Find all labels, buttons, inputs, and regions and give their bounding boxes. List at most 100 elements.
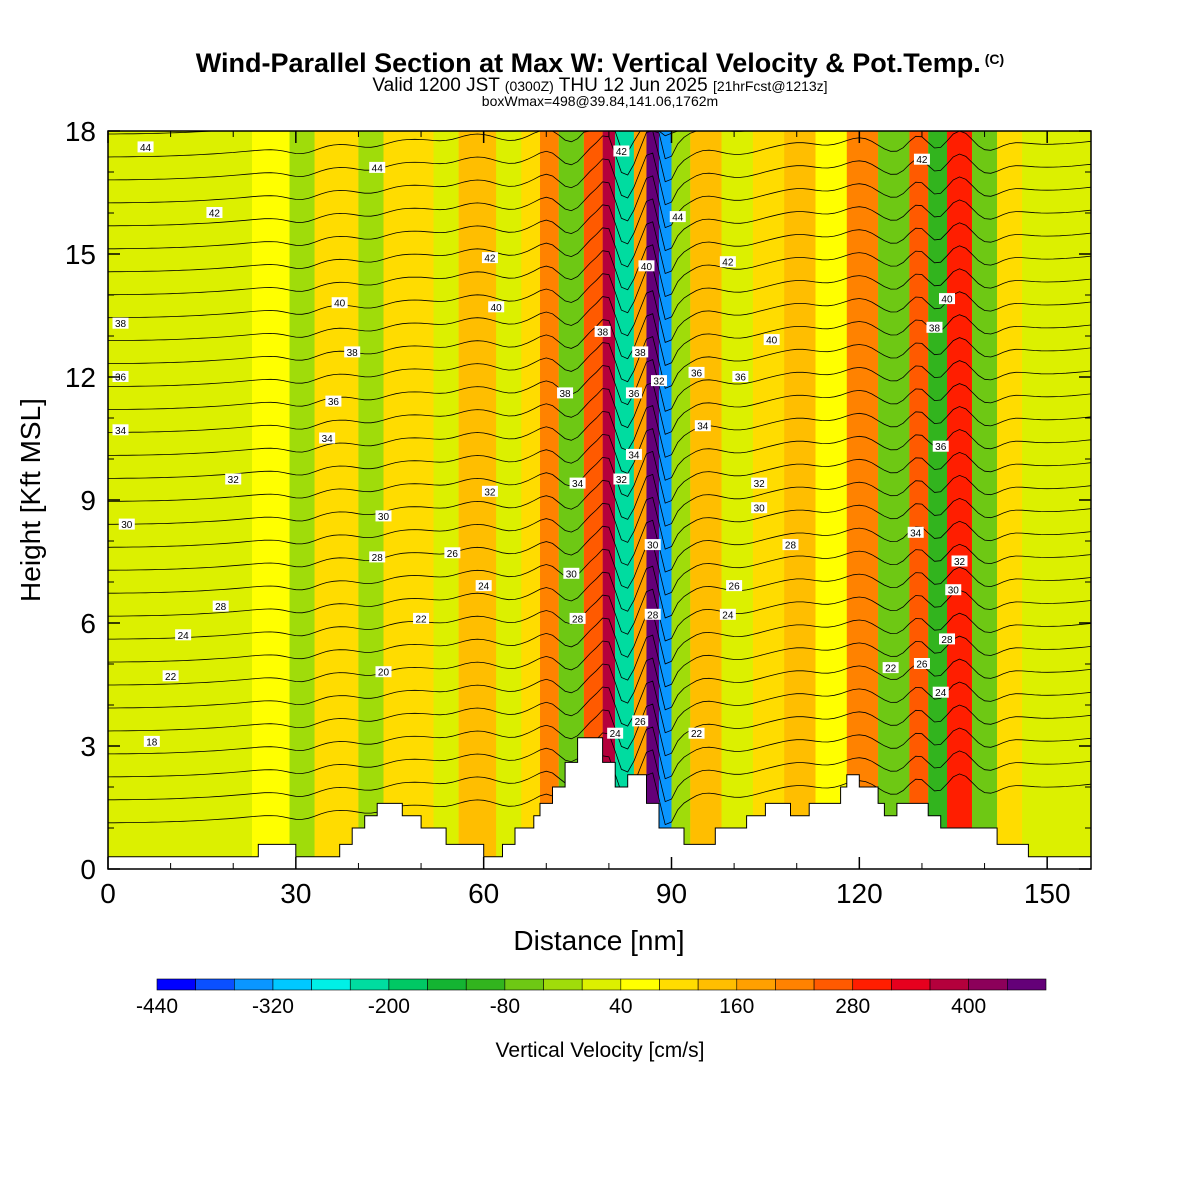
colorbar-swatch (388, 978, 428, 991)
isentrope-label: 28 (569, 612, 586, 625)
isentrope-labels: 44 42 44 42 40 40 38 38 36 36 34 34 32 32 30 30 28 26 28 24… (112, 141, 968, 748)
isentrope-label-bg (938, 293, 955, 305)
velocity-band (289, 131, 315, 869)
isentrope-label-text: 36 (735, 373, 747, 384)
x-tick-label: 150 (1024, 878, 1071, 909)
isentrope-label-text: 42 (484, 254, 496, 265)
isentrope-label-bg (632, 715, 649, 727)
isentrope-label-bg (481, 252, 498, 264)
isentrope-label-text: 44 (672, 213, 684, 224)
x-tick-label: 120 (836, 878, 883, 909)
isentrope-label-text: 34 (910, 528, 922, 539)
colorbar-swatch (775, 978, 815, 991)
isentrope-label-bg (369, 551, 386, 563)
isentrope-label-bg (594, 325, 611, 337)
isentrope-label-text: 36 (691, 368, 703, 379)
x-tick-label: 0 (100, 878, 116, 909)
isentrope-label: 34 (112, 424, 129, 437)
isentrope-line (108, 703, 1092, 757)
isentrope-label: 28 (212, 600, 229, 613)
isentrope-line (107, 611, 1092, 665)
isentrope-label-text: 30 (948, 586, 960, 597)
isentrope-label-text: 30 (378, 512, 390, 523)
isentrope-label-text: 44 (372, 163, 384, 174)
isentrope-line (108, 198, 1092, 252)
velocity-band (252, 131, 290, 869)
isentrope-label-text: 30 (754, 504, 766, 515)
isentrope-line (107, 336, 1092, 389)
terrain-profile (107, 737, 1092, 870)
isentrope-label-text: 22 (415, 614, 427, 625)
isentrope-label-text: 28 (785, 541, 797, 552)
chart-title-text: Wind-Parallel Section at Max W: Vertical… (195, 48, 981, 78)
isentrope-label-bg (763, 334, 780, 346)
isentrope-label-text: 42 (722, 258, 734, 269)
isentrope-line (108, 634, 1092, 688)
isentrope-label: 36 (688, 366, 705, 379)
isentrope-label-text: 38 (347, 348, 359, 359)
colorbar-swatch (620, 978, 660, 991)
isentrope-label: 26 (913, 658, 930, 671)
isentrope-label: 40 (638, 260, 655, 273)
isentrope-label-text: 42 (916, 155, 928, 166)
isentrope-label: 40 (763, 334, 780, 347)
isentrope-label: 38 (594, 325, 611, 338)
isentrope-label: 28 (644, 608, 661, 621)
isentrope-label-bg (688, 727, 705, 739)
velocity-band (784, 131, 816, 869)
colorbar-swatch (234, 978, 274, 991)
colorbar-tick-label: 160 (719, 995, 754, 1018)
isentrope-label-text: 34 (572, 479, 584, 490)
isentrope-label-bg (913, 658, 930, 669)
isentrope-label-bg (143, 735, 160, 747)
isentrope-label-text: 32 (954, 557, 966, 568)
isentrope-label: 32 (613, 473, 630, 486)
isentrope-label-text: 20 (378, 668, 390, 679)
isentrope-label-text: 28 (572, 614, 584, 625)
isentrope-label-text: 42 (616, 147, 628, 158)
isentrope-label: 42 (481, 252, 498, 265)
x-tick-label: 60 (468, 878, 499, 909)
y-tick-label: 18 (65, 116, 96, 147)
isentrope-label-bg (118, 518, 135, 530)
velocity-band (972, 131, 998, 869)
velocity-band (815, 131, 847, 869)
isentrope-label-text: 28 (647, 610, 659, 621)
isentrope-label-text: 28 (215, 602, 227, 613)
valid-utc: (0300Z) (504, 78, 554, 94)
y-tick-label: 9 (80, 485, 96, 516)
isentrope-label-text: 24 (178, 631, 190, 642)
isentrope-label-bg (951, 555, 968, 567)
isentrope-line (107, 382, 1092, 435)
isentrope-label: 28 (782, 539, 799, 552)
isentrope-label: 38 (632, 346, 649, 359)
isentrope-label: 28 (938, 633, 955, 646)
isentrope-label-text: 22 (885, 664, 897, 675)
isentrope-label-text: 38 (597, 327, 609, 338)
isentrope-label: 42 (613, 145, 630, 158)
isentrope-line (108, 175, 1092, 229)
colorbar-swatch (697, 978, 738, 991)
isentrope-line (107, 221, 1092, 275)
isentrope-label-bg (331, 297, 348, 309)
velocity-band (433, 131, 459, 869)
colorbar-tick-label: 40 (609, 995, 632, 1018)
isentrope-label: 44 (369, 161, 386, 174)
isentrope-label: 36 (932, 440, 949, 453)
isentrope-label-bg (945, 584, 962, 596)
isentrope-label-bg (719, 256, 736, 268)
x-axis-label: Distance [nm] (513, 925, 684, 956)
isentrope-label-bg (112, 371, 129, 382)
isentrope-label: 30 (375, 510, 392, 523)
isentrope-label-bg (751, 502, 768, 514)
isentrope-label-bg (632, 346, 649, 358)
velocity-band (928, 131, 947, 869)
isentrope-label-text: 38 (115, 319, 127, 330)
colorbar-swatch (543, 978, 583, 991)
isentrope-label-bg (688, 366, 705, 378)
isentrope-label: 32 (225, 473, 242, 486)
isentrope-label-bg (669, 211, 686, 223)
isentrope-line (108, 657, 1092, 711)
isentrope-label: 42 (719, 256, 736, 269)
isentrope-label: 30 (563, 567, 580, 580)
